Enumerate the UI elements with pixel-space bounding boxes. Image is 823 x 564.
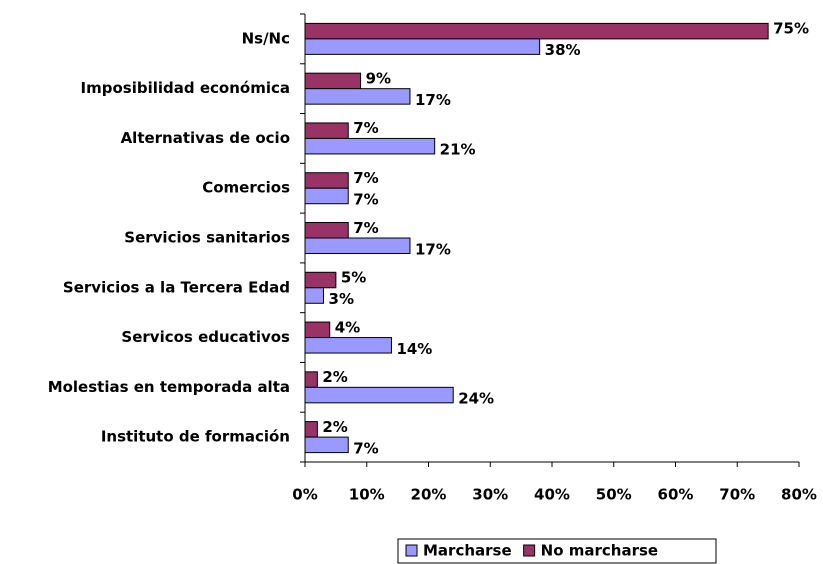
x-tick-label: 30% xyxy=(472,486,508,504)
data-label: 3% xyxy=(329,290,354,308)
bar xyxy=(304,122,349,139)
bar xyxy=(304,22,769,40)
bar xyxy=(304,371,318,388)
x-tick-label: 20% xyxy=(411,486,447,504)
data-label: 38% xyxy=(545,41,581,59)
x-tick-label: 50% xyxy=(596,486,632,504)
data-label: 7% xyxy=(353,439,378,457)
data-label: 75% xyxy=(773,20,809,38)
bar xyxy=(304,137,436,155)
y-tick-label: Servicos educativos xyxy=(121,328,290,346)
data-label: 5% xyxy=(341,269,366,287)
bar xyxy=(304,436,349,454)
y-tick-label: Servicios a la Tercera Edad xyxy=(63,278,290,296)
y-tick-label: Molestias en temporada alta xyxy=(48,378,290,396)
bar xyxy=(304,337,392,354)
x-tick-label: 40% xyxy=(534,486,570,504)
data-label: 14% xyxy=(396,340,432,358)
bar xyxy=(304,287,325,304)
legend-label: No marcharse xyxy=(541,542,658,560)
bar xyxy=(304,271,337,289)
x-tick-label: 0% xyxy=(292,486,317,504)
data-label: 17% xyxy=(415,91,451,109)
y-tick-label: Comercios xyxy=(202,179,290,197)
y-tick-label: Instituto de formación xyxy=(101,428,290,446)
data-label: 9% xyxy=(366,69,391,87)
bar xyxy=(304,88,411,105)
y-tick-label: Servicios sanitarios xyxy=(124,229,290,247)
x-tick-label: 80% xyxy=(781,486,817,504)
bar xyxy=(304,386,454,404)
x-tick-label: 70% xyxy=(719,486,755,504)
bar xyxy=(304,321,331,339)
data-label: 7% xyxy=(353,190,378,208)
bar xyxy=(304,38,541,55)
data-label: 7% xyxy=(353,219,378,237)
bar xyxy=(304,237,411,254)
y-tick-label: Ns/Nc xyxy=(242,29,290,47)
data-label: 21% xyxy=(440,141,476,159)
bar xyxy=(304,421,318,438)
data-label: 7% xyxy=(353,169,378,187)
data-label: 2% xyxy=(322,368,347,386)
data-label: 4% xyxy=(335,318,360,336)
legend-swatch xyxy=(405,544,418,557)
legend-swatch xyxy=(523,544,536,557)
data-label: 7% xyxy=(353,119,378,137)
x-tick-label: 60% xyxy=(658,486,694,504)
bar xyxy=(304,187,349,205)
data-label: 2% xyxy=(322,418,347,436)
legend-box xyxy=(397,538,717,564)
y-tick-label: Imposibilidad económica xyxy=(81,79,290,97)
data-label: 17% xyxy=(415,240,451,258)
bar xyxy=(304,72,362,90)
bar xyxy=(304,222,349,239)
data-label: 24% xyxy=(458,390,494,408)
x-tick-label: 10% xyxy=(349,486,385,504)
y-tick-label: Alternativas de ocio xyxy=(121,129,290,147)
legend-label: Marcharse xyxy=(423,542,512,560)
bar xyxy=(304,172,349,189)
